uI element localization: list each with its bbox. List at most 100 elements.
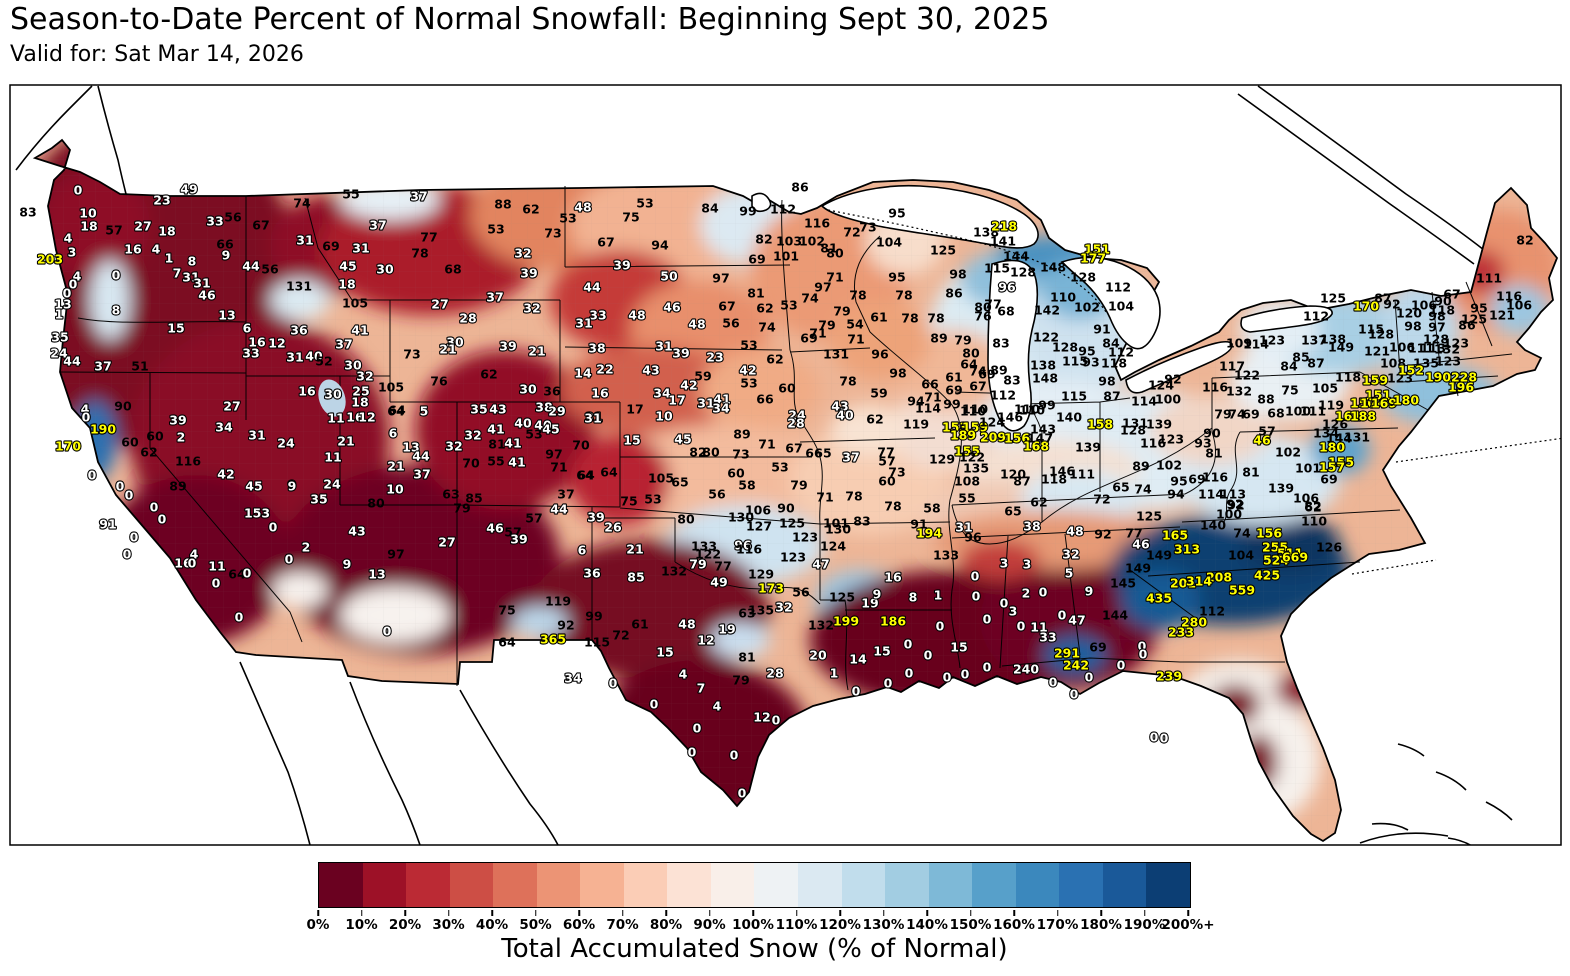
station-value: 58 xyxy=(738,478,755,493)
station-value: 77 xyxy=(877,445,894,460)
station-value: 128 xyxy=(1423,332,1449,347)
station-value: 33 xyxy=(1039,630,1056,645)
station-value: 105 xyxy=(1312,381,1338,396)
station-value: 209 xyxy=(980,430,1006,445)
station-value: 17 xyxy=(626,402,643,417)
station-value: 524 xyxy=(1263,553,1289,568)
station-value: 97 xyxy=(545,447,562,462)
station-value: 39 xyxy=(587,510,604,525)
station-value: 125 xyxy=(1136,509,1162,524)
station-value: 53 xyxy=(525,427,542,442)
station-value: 44 xyxy=(583,280,601,295)
station-value: 89 xyxy=(733,427,750,442)
station-value: 148 xyxy=(1032,371,1058,386)
station-value: 60 xyxy=(727,466,745,481)
station-value: 122 xyxy=(959,450,985,465)
station-value: 16 xyxy=(248,335,266,350)
station-value: 3 xyxy=(1009,604,1018,619)
colorbar-tickmark xyxy=(360,910,363,916)
station-value: 115 xyxy=(984,261,1010,276)
station-value: 128 xyxy=(1368,327,1394,342)
colorbar-tick-60%: 60% xyxy=(562,917,596,933)
station-value: 116 xyxy=(1140,436,1166,451)
station-value: 122 xyxy=(695,547,721,562)
station-value: 112 xyxy=(1303,309,1329,324)
station-value: 146 xyxy=(997,410,1023,425)
station-value: 31 xyxy=(655,339,672,354)
station-value: 2 xyxy=(177,430,186,445)
station-value: 85 xyxy=(627,570,644,585)
station-value: 123 xyxy=(1387,371,1413,386)
station-value: 49 xyxy=(180,182,197,197)
station-value: 21 xyxy=(528,344,545,359)
station-value: 42 xyxy=(680,378,697,393)
station-value: 62 xyxy=(756,301,773,316)
station-value: 60 xyxy=(146,429,164,444)
station-value: 62 xyxy=(522,202,539,217)
station-value: 64 xyxy=(498,635,516,650)
station-value: 4 xyxy=(679,667,688,682)
station-value: 128 xyxy=(1070,270,1096,285)
colorbar-tickmark xyxy=(1187,910,1189,916)
station-value: 79 xyxy=(954,333,971,348)
station-value: 15 xyxy=(623,433,640,448)
station-value: 34 xyxy=(564,671,582,686)
station-value: 79 xyxy=(689,557,706,572)
station-value: 0 xyxy=(961,667,970,682)
station-value: 669 xyxy=(1282,550,1308,565)
station-value: 90 xyxy=(777,501,795,516)
station-value: 46 xyxy=(486,521,504,536)
station-value: 425 xyxy=(1254,568,1280,583)
station-value: 15 xyxy=(873,644,890,659)
station-value: 68 xyxy=(997,304,1014,319)
station-value: 170 xyxy=(55,439,81,454)
station-value: 19 xyxy=(861,596,878,611)
station-value: 96 xyxy=(964,530,982,545)
colorbar-tick-110%: 110% xyxy=(775,917,818,933)
station-value: 100 xyxy=(1285,404,1311,419)
station-value: 151 xyxy=(1365,388,1391,403)
colorbar-tickmark xyxy=(534,910,537,916)
station-value: 144 xyxy=(1102,608,1128,623)
station-value: 30 xyxy=(324,387,342,402)
station-value: 6 xyxy=(389,426,398,441)
station-value: 102 xyxy=(1156,458,1182,473)
station-value: 0 xyxy=(158,512,167,527)
station-value: 56 xyxy=(792,585,810,600)
station-value: 74 xyxy=(1233,526,1251,541)
station-value: 36 xyxy=(583,566,601,581)
station-value: 62 xyxy=(480,367,497,382)
station-value: 65 xyxy=(1004,504,1021,519)
station-value: 81 xyxy=(488,437,505,452)
station-value: 53 xyxy=(740,338,757,353)
station-value: 131 xyxy=(1122,416,1148,431)
station-value: 121 xyxy=(1489,308,1515,323)
station-value: 149 xyxy=(1146,548,1172,563)
station-value: 132 xyxy=(661,564,687,579)
station-value: 130 xyxy=(728,510,754,525)
station-value: 18 xyxy=(80,219,97,234)
station-value: 123 xyxy=(1158,432,1184,447)
colorbar-tickmark xyxy=(1056,910,1059,916)
colorbar-cell-20% xyxy=(406,863,450,907)
station-value: 102 xyxy=(1074,300,1100,315)
station-value: 14 xyxy=(849,652,867,667)
station-value: 106 xyxy=(1293,491,1319,506)
station-value: 78 xyxy=(849,288,866,303)
station-value: 33 xyxy=(242,346,259,361)
station-value: 99 xyxy=(1038,398,1055,413)
station-value: 2 xyxy=(302,540,311,555)
station-value: 20 xyxy=(809,648,827,663)
station-value: 115 xyxy=(584,635,610,650)
station-value: 70 xyxy=(572,438,590,453)
station-value: 168 xyxy=(1023,439,1049,454)
station-value: 18 xyxy=(338,277,355,292)
station-value: 0 xyxy=(130,530,139,545)
station-value: 190 xyxy=(1425,370,1451,385)
station-value: 67 xyxy=(597,235,614,250)
station-value: 0 xyxy=(693,721,702,736)
station-value: 76 xyxy=(430,374,448,389)
colorbar-tick-90%: 90% xyxy=(693,917,726,933)
station-value: 15 xyxy=(950,640,967,655)
